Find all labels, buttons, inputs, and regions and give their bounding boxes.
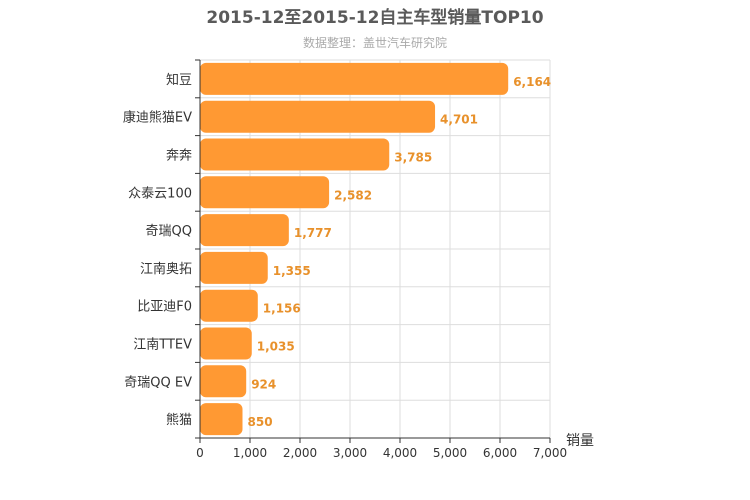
value-label: 3,785 — [394, 151, 432, 165]
x-tick-label: 6,000 — [483, 446, 517, 460]
grid-lines — [200, 59, 551, 438]
category-label: 康迪熊猫EV — [123, 110, 192, 126]
labels: 知豆 6,164 康迪熊猫EV 4,701 奔奔 3,785 众泰云100 2,582 奇瑞QQ… — [123, 72, 567, 460]
x-tick-label: 7,000 — [533, 446, 567, 460]
category-label: 奔奔 — [166, 149, 192, 164]
bar — [200, 327, 252, 360]
bar — [200, 62, 509, 95]
bar — [200, 289, 258, 322]
bar — [200, 100, 436, 133]
x-tick-label: 1,000 — [233, 446, 267, 460]
category-label: 熊猫 — [166, 412, 192, 428]
x-tick-label: 2,000 — [283, 446, 317, 460]
bar — [200, 138, 390, 171]
x-tick-label: 3,000 — [333, 446, 367, 460]
category-label: 江南TTEV — [133, 337, 192, 353]
x-tick-label: 0 — [196, 446, 204, 460]
x-tick-label: 4,000 — [383, 446, 417, 460]
bars — [200, 62, 509, 436]
x-tick-label: 5,000 — [433, 446, 467, 460]
bar — [200, 176, 330, 209]
category-label: 奇瑞QQ — [146, 223, 192, 239]
axes — [195, 59, 551, 443]
bar — [200, 403, 243, 436]
bar — [200, 365, 247, 398]
value-label: 1,355 — [273, 264, 311, 278]
value-label: 2,582 — [334, 188, 372, 202]
chart-title: 2015-12至2015-12自主车型销量TOP10 — [206, 7, 543, 28]
category-label: 江南奥拓 — [140, 261, 192, 277]
value-label: 1,035 — [257, 340, 295, 354]
category-label: 知豆 — [166, 72, 192, 88]
value-label: 1,777 — [294, 226, 332, 240]
bar — [200, 214, 289, 247]
category-label: 众泰云100 — [128, 186, 192, 201]
x-axis-title: 销量 — [566, 433, 594, 449]
value-label: 4,701 — [440, 113, 478, 127]
value-label: 850 — [248, 415, 273, 429]
value-label: 6,164 — [513, 75, 551, 89]
category-label: 比亚迪F0 — [137, 300, 192, 315]
bar — [200, 251, 268, 284]
value-label: 1,156 — [263, 302, 301, 316]
category-label: 奇瑞QQ EV — [124, 374, 192, 390]
chart-subtitle: 数据整理：盖世汽车研究院 — [303, 35, 447, 50]
value-label: 924 — [251, 377, 276, 391]
